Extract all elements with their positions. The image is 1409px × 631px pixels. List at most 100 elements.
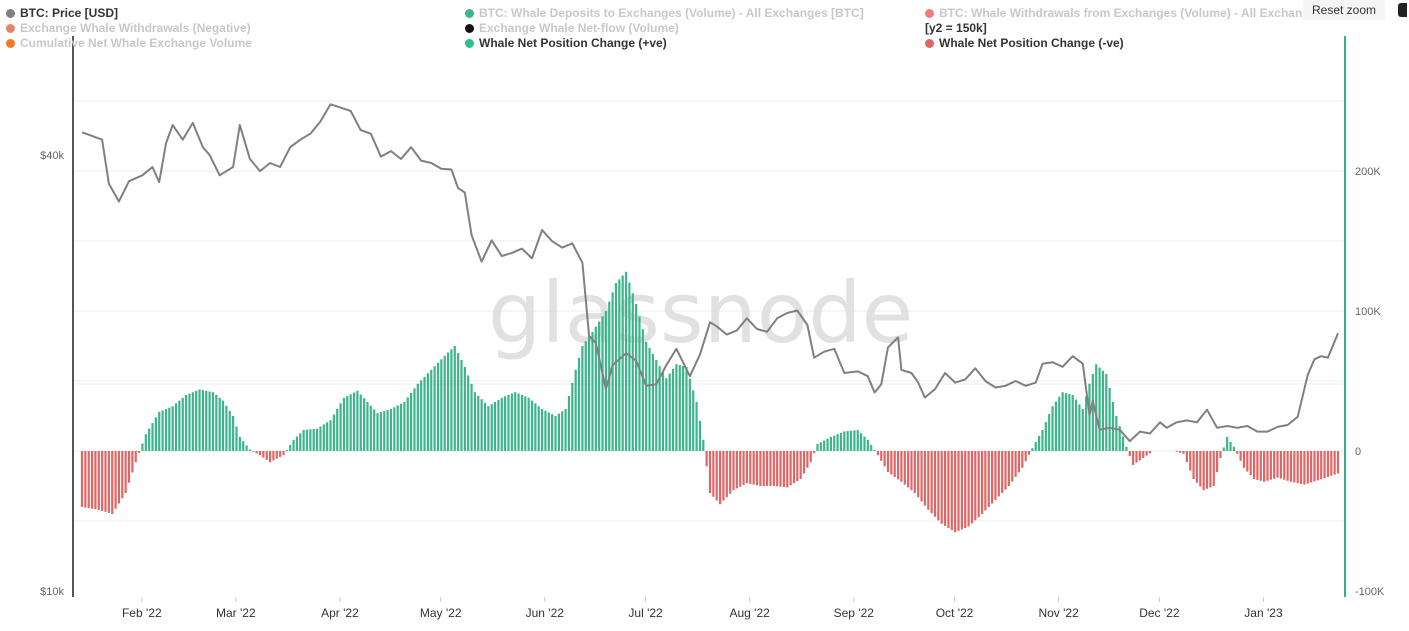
legend-item[interactable]: Whale Net Position Change (-ve) [925, 36, 1124, 50]
positive-bar [520, 395, 524, 451]
positive-bar [1054, 401, 1057, 451]
negative-bar [1239, 451, 1242, 461]
positive-bar [537, 406, 540, 451]
positive-bar [504, 396, 507, 451]
positive-bar [383, 411, 386, 451]
positive-bar [863, 436, 866, 451]
positive-bar [433, 366, 436, 451]
positive-bar [618, 279, 621, 451]
positive-bar [396, 405, 399, 451]
negative-bar [265, 451, 268, 460]
negative-bar [1303, 451, 1306, 485]
legend-label: Cumulative Net Whale Exchange Volume [20, 36, 252, 50]
left-tick-label: $40k [40, 150, 64, 162]
positive-bar [1105, 374, 1108, 451]
reset-zoom-button[interactable]: Reset zoom [1303, 0, 1385, 20]
legend-item[interactable]: BTC: Price [USD] [6, 6, 118, 20]
right-tick-label: -100K [1355, 586, 1385, 598]
positive-bar [635, 304, 638, 451]
negative-bar [1138, 451, 1141, 461]
negative-bar [796, 451, 799, 482]
negative-bar [124, 451, 127, 493]
positive-bar [1064, 393, 1068, 451]
negative-bar [917, 451, 920, 498]
positive-bar [1101, 370, 1105, 451]
negative-bar [272, 451, 275, 461]
positive-bar [211, 392, 215, 451]
negative-bar [974, 451, 977, 521]
negative-bar [1027, 451, 1031, 455]
positive-bar [285, 450, 288, 451]
positive-bar [201, 390, 204, 451]
right-tick-label: 0 [1355, 446, 1361, 458]
negative-bar [799, 451, 802, 479]
negative-bar [715, 451, 718, 501]
positive-bar [571, 382, 574, 451]
left-axis-ticks: $10k $40k [40, 150, 64, 598]
legend-item[interactable]: BTC: Whale Deposits to Exchanges (Volume… [465, 6, 864, 20]
positive-bar [185, 395, 188, 451]
legend-item[interactable]: [y2 = 150k] [925, 21, 987, 35]
positive-bar [1121, 436, 1125, 451]
positive-bar [420, 380, 423, 451]
legend-item[interactable]: Exchange Whale Net-flow (Volume) [465, 21, 679, 35]
negative-bar [786, 451, 789, 488]
negative-bar [1279, 451, 1283, 479]
positive-bar [191, 392, 194, 451]
positive-bar [228, 410, 231, 451]
positive-bar [1074, 399, 1078, 451]
right-tick-label: 200K [1355, 166, 1381, 178]
negative-bar [1266, 451, 1269, 481]
negative-bar [725, 451, 728, 498]
positive-bar [614, 283, 618, 451]
positive-bar [866, 439, 869, 451]
positive-bar [410, 392, 413, 451]
negative-bar [735, 451, 738, 489]
negative-bar [1330, 451, 1333, 476]
positive-bar [322, 424, 325, 451]
positive-bar [577, 357, 581, 451]
positive-bar [853, 430, 856, 451]
positive-bar [309, 429, 312, 451]
positive-bar [819, 442, 822, 451]
grid-lines [74, 100, 1344, 522]
negative-bar [1263, 451, 1266, 482]
negative-bar [900, 451, 903, 482]
positive-bar [702, 439, 705, 451]
positive-bar [500, 397, 503, 451]
positive-bar [621, 275, 624, 451]
positive-bar [477, 395, 480, 451]
positive-bar [369, 405, 372, 451]
positive-bar [671, 368, 675, 451]
positive-bar [1058, 396, 1061, 451]
negative-bar [739, 451, 742, 487]
negative-bar [1326, 451, 1330, 477]
negative-bar [1182, 451, 1185, 454]
positive-bar [1085, 396, 1088, 451]
legend-item[interactable]: Whale Net Position Change (+ve) [465, 36, 667, 50]
positive-bar [1041, 430, 1044, 451]
legend-item[interactable]: BTC: Whale Withdrawals from Exchanges (V… [925, 6, 1302, 20]
negative-bar [1252, 451, 1256, 479]
positive-bar [1061, 392, 1064, 451]
positive-bar [141, 443, 144, 451]
positive-bar [1226, 437, 1229, 451]
menu-icon[interactable] [1398, 2, 1409, 18]
positive-bar [413, 388, 416, 451]
positive-bar [416, 383, 419, 451]
negative-bar [134, 451, 137, 463]
positive-bar [312, 428, 315, 451]
positive-bar [1118, 426, 1121, 451]
positive-bar [389, 409, 393, 451]
positive-bar [295, 436, 299, 451]
right-tick-label: 100K [1355, 306, 1381, 318]
negative-bar [967, 451, 970, 527]
positive-bar [403, 402, 406, 451]
negative-bar [769, 451, 772, 486]
legend-item[interactable]: Exchange Whale Withdrawals (Negative) [6, 21, 251, 35]
negative-bar [1249, 451, 1252, 476]
positive-bar [480, 399, 483, 451]
positive-bar [205, 390, 208, 451]
negative-bar [121, 451, 124, 499]
legend-item[interactable]: Cumulative Net Whale Exchange Volume [6, 36, 252, 50]
